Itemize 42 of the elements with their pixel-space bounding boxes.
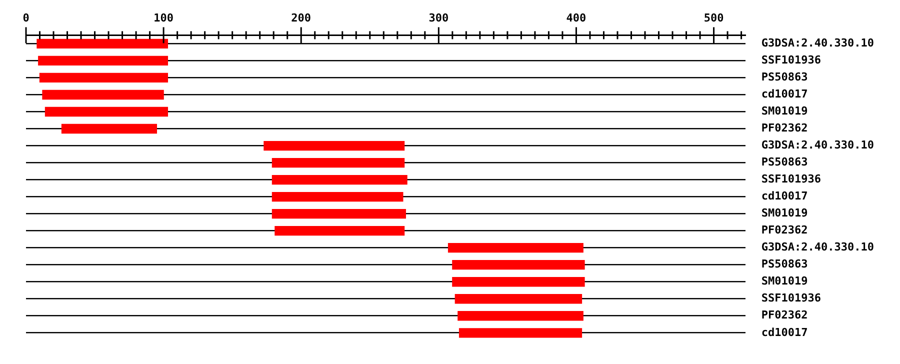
- bar: [458, 311, 584, 321]
- bar: [458, 328, 582, 338]
- bar: [36, 38, 168, 49]
- bar: [272, 158, 405, 168]
- bar: [272, 192, 404, 202]
- bar: [448, 243, 584, 253]
- y-tick-label: SM01019: [761, 206, 808, 220]
- x-tick-label: 0: [22, 11, 30, 24]
- bar: [42, 90, 164, 100]
- y-tick-label: cd10017: [761, 326, 808, 339]
- bar: [39, 72, 168, 83]
- bar: [452, 277, 585, 287]
- y-tick-label: PS50863: [761, 70, 808, 84]
- x-tick-label: 200: [291, 11, 312, 24]
- y-tick-label: G3DSA:2.40.330.10: [761, 36, 874, 50]
- y-tick-label: cd10017: [761, 190, 808, 203]
- y-tick-label: PF02362: [761, 308, 808, 322]
- bar: [44, 106, 168, 117]
- x-tick-label: 500: [704, 11, 724, 24]
- y-tick-label: PF02362: [761, 224, 808, 237]
- bar: [272, 174, 408, 185]
- x-tick-label: 400: [566, 11, 586, 24]
- bar: [38, 56, 168, 66]
- bar: [264, 140, 405, 151]
- y-tick-label: SSF101936: [761, 172, 822, 186]
- bar: [452, 260, 585, 270]
- y-tick-label: G3DSA:2.40.330.10: [761, 138, 874, 152]
- y-tick-label: SM01019: [761, 274, 808, 288]
- y-tick-label: cd10017: [761, 88, 808, 101]
- bar: [61, 124, 158, 134]
- y-tick-label: SSF101936: [761, 54, 822, 67]
- y-tick-label: PF02362: [761, 122, 808, 135]
- y-tick-label: G3DSA:2.40.330.10: [761, 240, 874, 254]
- x-tick-label: 300: [428, 11, 449, 24]
- y-tick-label: SM01019: [761, 104, 808, 118]
- y-tick-label: PS50863: [761, 258, 808, 271]
- bar: [274, 226, 405, 236]
- bar: [454, 294, 582, 304]
- y-tick-label: SSF101936: [761, 292, 822, 305]
- x-tick-label: 100: [154, 11, 174, 24]
- bar: [272, 208, 406, 219]
- y-tick-label: PS50863: [761, 156, 808, 169]
